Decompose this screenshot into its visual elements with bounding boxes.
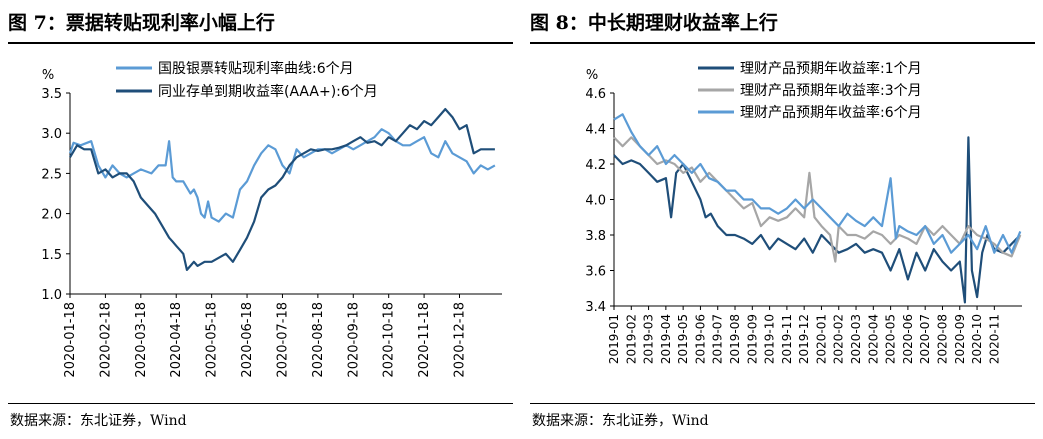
x-tick-label: 2020-05-18: [205, 302, 220, 378]
x-tick-label: 2020-03: [849, 314, 863, 364]
x-tick-label: 2019-12: [797, 314, 811, 364]
y-tick-label: 3.0: [41, 127, 62, 142]
title-rule: [8, 42, 513, 44]
y-tick-label: 2.5: [41, 167, 62, 182]
legend-label: 理财产品预期年收益率:6个月: [740, 104, 922, 121]
chart-wealth-yields: % 3.4 3.6 3.8 4.0 4.2 4.4 4.6 2019-01 2019-02 2019…: [585, 60, 1022, 364]
x-tick-label: 2019-08: [728, 314, 742, 364]
chart-rates: % 1.0 1.5 2.0 2.5 3.0 3.5 2020-01-18 2020-02-18 2…: [41, 60, 502, 378]
chart-panel-left: 图 7：票据转贴现利率小幅上行 % 1.0 1.5 2.0 2.5 3.0 3.5 2020-…: [0, 0, 521, 439]
y-tick-label: 4.6: [585, 87, 606, 102]
y-tick-label: 3.6: [585, 265, 606, 280]
y-axis-unit: %: [586, 68, 598, 83]
x-tick-label: 2020-08: [935, 314, 949, 364]
y-tick-label: 1.5: [41, 248, 62, 263]
source-rule: [8, 403, 513, 404]
legend-label: 国股银票转贴现利率曲线:6个月: [158, 60, 354, 77]
legend-label: 理财产品预期年收益率:1个月: [740, 60, 922, 77]
x-tick-label: 2019-11: [780, 314, 794, 364]
title-rule: [530, 42, 1035, 44]
y-tick-label: 4.2: [585, 158, 606, 173]
x-tick-label: 2020-10: [970, 314, 984, 364]
x-tick-label: 2019-10: [763, 314, 777, 364]
y-tick-label: 4.0: [585, 194, 606, 209]
x-tick-label: 2019-03: [642, 314, 656, 364]
x-tick-label: 2020-08-18: [311, 302, 326, 378]
x-tick-label: 2020-03-18: [134, 302, 149, 378]
y-tick-label: 3.8: [585, 229, 606, 244]
series-line-1: [613, 136, 1022, 304]
x-tick-label: 2020-04-18: [169, 302, 184, 378]
x-tick-label: 2020-07-18: [275, 302, 290, 378]
source-rule: [530, 403, 1035, 404]
series-line-2: [69, 107, 495, 271]
x-tick-label: 2020-09: [953, 314, 967, 364]
figure-title: 图 7：票据转贴现利率小幅上行: [8, 12, 275, 34]
x-tick-label: 2020-07: [918, 314, 932, 364]
x-tick-label: 2019-07: [711, 314, 725, 364]
legend-label: 理财产品预期年收益率:3个月: [740, 82, 922, 99]
x-tick-label: 2020-12-18: [453, 302, 468, 378]
y-tick-label: 3.4: [585, 300, 606, 315]
x-tick-label: 2020-04: [866, 314, 880, 364]
x-tick-label: 2020-02-18: [98, 302, 113, 378]
x-tick-label: 2019-06: [693, 314, 707, 364]
x-tick-label: 2020-01: [814, 314, 828, 364]
x-tick-label: 2020-02: [832, 314, 846, 364]
x-tick-label: 2020-09-18: [346, 302, 361, 378]
y-axis-unit: %: [42, 68, 54, 83]
x-tick-label: 2019-05: [676, 314, 690, 364]
legend-label: 同业存单到期收益率(AAA+):6个月: [158, 83, 378, 100]
y-tick-label: 3.5: [41, 87, 62, 102]
chart-panel-right: 图 8：中长期理财收益率上行 % 3.4 3.6 3.8 4.0 4.2 4.4 4.6 201…: [522, 0, 1043, 439]
source-note: 数据来源：东北证券，Wind: [10, 413, 187, 429]
x-tick-label: 2019-09: [745, 314, 759, 364]
x-tick-label: 2020-10-18: [382, 302, 397, 378]
series-line-2: [613, 136, 1022, 263]
y-tick-label: 4.4: [585, 123, 606, 138]
y-tick-label: 1.0: [41, 288, 62, 303]
y-tick-label: 2.0: [41, 208, 62, 223]
series-line-1: [68, 128, 496, 223]
x-tick-label: 2019-02: [624, 314, 638, 364]
x-tick-label: 2020-11: [987, 314, 1001, 364]
x-tick-label: 2020-06-18: [240, 302, 255, 378]
x-tick-label: 2020-01-18: [63, 302, 78, 378]
x-tick-label: 2019-04: [659, 314, 673, 364]
figure-title: 图 8：中长期理财收益率上行: [530, 12, 778, 34]
x-tick-label: 2020-11-18: [417, 302, 432, 378]
x-tick-label: 2020-06: [901, 314, 915, 364]
x-tick-label: 2019-01: [607, 314, 621, 364]
x-tick-label: 2020-05: [884, 314, 898, 364]
series-line-3: [613, 113, 1022, 254]
source-note: 数据来源：东北证券，Wind: [532, 413, 709, 429]
